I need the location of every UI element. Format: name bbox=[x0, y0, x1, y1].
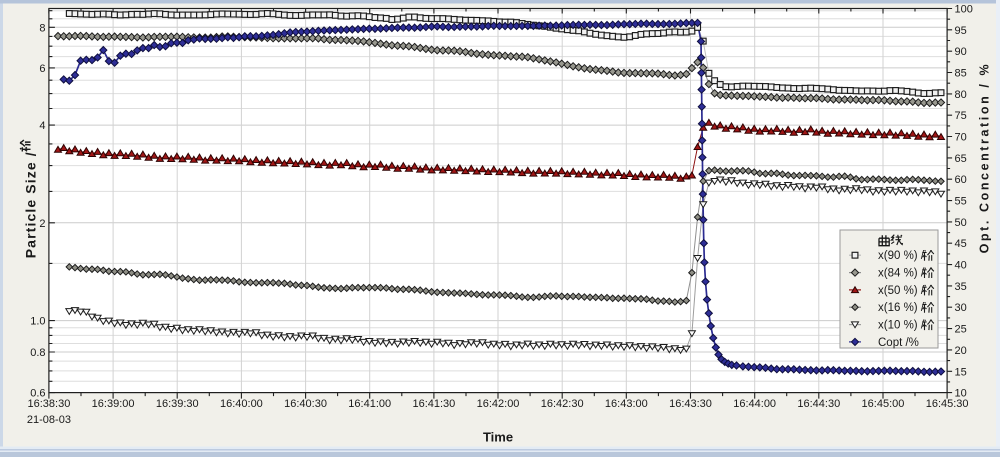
svg-text:16:44:00: 16:44:00 bbox=[733, 398, 776, 410]
svg-text:Copt /%: Copt /% bbox=[878, 337, 919, 349]
svg-text:x(84 %) /: x(84 %) / bbox=[878, 268, 925, 280]
svg-text:90: 90 bbox=[955, 46, 967, 58]
svg-text:x(50 %) /: x(50 %) / bbox=[878, 285, 925, 297]
svg-text:16:39:00: 16:39:00 bbox=[92, 398, 135, 410]
svg-text:16:42:30: 16:42:30 bbox=[541, 398, 584, 410]
svg-text:16:45:30: 16:45:30 bbox=[926, 398, 969, 410]
svg-text:16:41:30: 16:41:30 bbox=[412, 398, 455, 410]
svg-text:21-08-03: 21-08-03 bbox=[27, 414, 71, 426]
svg-text:55: 55 bbox=[955, 196, 967, 208]
svg-text:95: 95 bbox=[955, 25, 967, 37]
svg-text:x(10 %) /: x(10 %) / bbox=[878, 320, 925, 332]
svg-text:1.0: 1.0 bbox=[30, 316, 45, 328]
svg-text:25: 25 bbox=[955, 324, 967, 336]
svg-text:75: 75 bbox=[955, 110, 967, 122]
svg-text:16:43:30: 16:43:30 bbox=[669, 398, 712, 410]
svg-text:45: 45 bbox=[955, 238, 967, 250]
svg-text:8: 8 bbox=[39, 22, 45, 34]
svg-text:16:45:00: 16:45:00 bbox=[862, 398, 905, 410]
svg-text:85: 85 bbox=[955, 68, 967, 80]
svg-text:16:41:00: 16:41:00 bbox=[348, 398, 391, 410]
svg-text:65: 65 bbox=[955, 153, 967, 165]
svg-text:70: 70 bbox=[955, 132, 967, 144]
svg-text:15: 15 bbox=[955, 366, 967, 378]
svg-text:35: 35 bbox=[955, 281, 967, 293]
svg-text:2: 2 bbox=[39, 218, 45, 230]
svg-text:0.8: 0.8 bbox=[30, 347, 45, 359]
svg-text:16:39:30: 16:39:30 bbox=[156, 398, 199, 410]
svg-text:10: 10 bbox=[955, 388, 967, 400]
svg-text:Particle Size /: Particle Size / bbox=[23, 152, 39, 258]
svg-text:80: 80 bbox=[955, 89, 967, 101]
svg-text:16:43:00: 16:43:00 bbox=[605, 398, 648, 410]
svg-text:16:40:00: 16:40:00 bbox=[220, 398, 263, 410]
svg-text:16:38:30: 16:38:30 bbox=[28, 398, 71, 410]
svg-text:Opt. Concentration / %: Opt. Concentration / % bbox=[978, 64, 992, 253]
svg-text:40: 40 bbox=[955, 260, 967, 272]
svg-text:0.6: 0.6 bbox=[30, 388, 45, 400]
svg-text:16:42:00: 16:42:00 bbox=[477, 398, 520, 410]
svg-text:x(16 %) /: x(16 %) / bbox=[878, 302, 925, 314]
svg-text:100: 100 bbox=[955, 4, 973, 16]
svg-text:6: 6 bbox=[39, 63, 45, 75]
svg-text:30: 30 bbox=[955, 302, 967, 314]
svg-text:20: 20 bbox=[955, 345, 967, 357]
svg-text:4: 4 bbox=[39, 120, 45, 132]
svg-text:60: 60 bbox=[955, 174, 967, 186]
svg-text:Time: Time bbox=[483, 430, 513, 445]
svg-text:16:44:30: 16:44:30 bbox=[797, 398, 840, 410]
svg-text:50: 50 bbox=[955, 217, 967, 229]
svg-text:16:40:30: 16:40:30 bbox=[284, 398, 327, 410]
svg-text:x(90 %) /: x(90 %) / bbox=[878, 250, 925, 262]
